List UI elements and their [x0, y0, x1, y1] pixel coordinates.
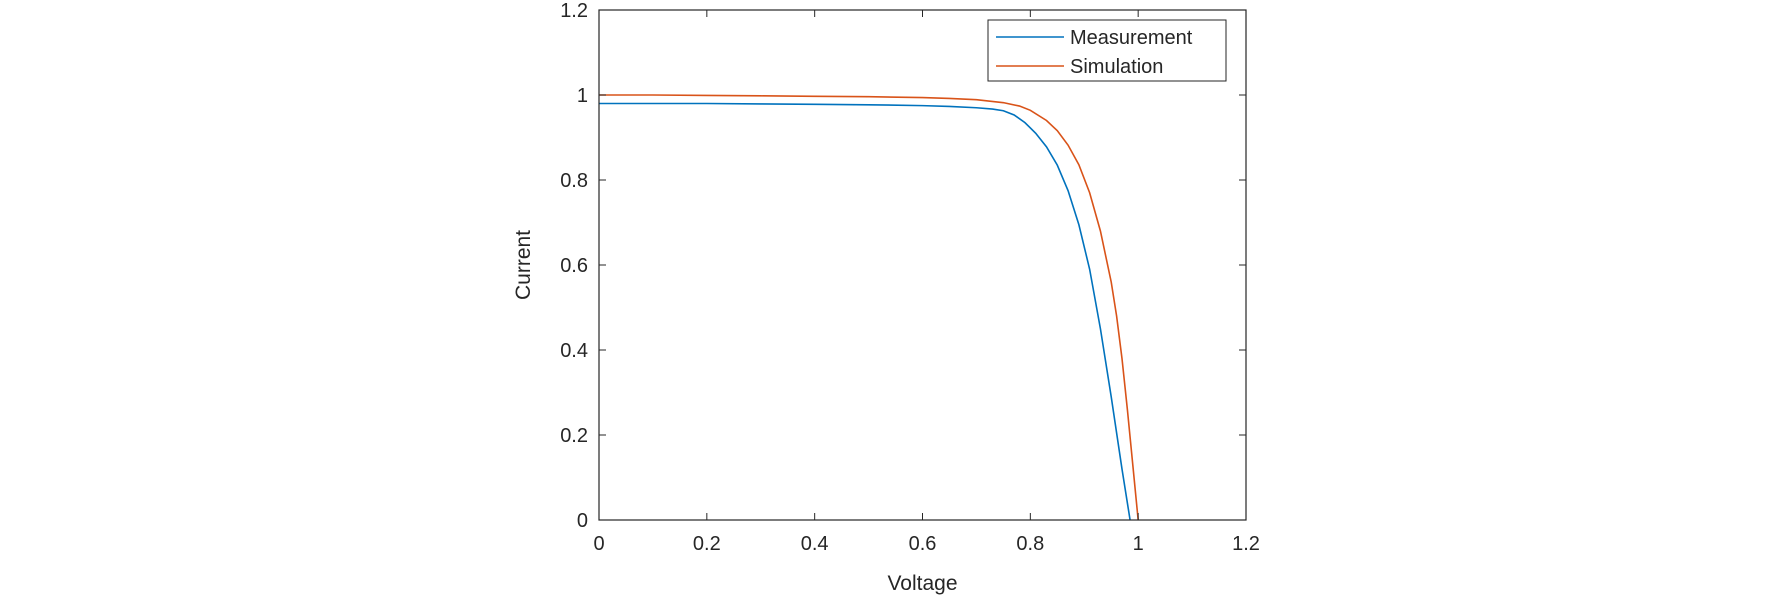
- x-tick-label: 0: [593, 533, 604, 555]
- series-line-simulation: [599, 94, 1139, 521]
- data-series-group: [599, 94, 1139, 521]
- legend-label-measurement: Measurement: [1070, 27, 1193, 49]
- plot-area: [599, 10, 1246, 520]
- x-tick-label: 0.6: [909, 533, 937, 555]
- y-tick-label: 0.8: [560, 170, 588, 192]
- y-tick-label: 0.2: [560, 425, 588, 447]
- legend-label-simulation: Simulation: [1070, 56, 1163, 78]
- x-tick-label: 0.2: [693, 533, 721, 555]
- legend-box: [987, 19, 1227, 82]
- y-tick-label: 0.6: [560, 255, 588, 277]
- y-tick-label: 1: [577, 85, 588, 107]
- x-tick-label: 1.2: [1232, 533, 1260, 555]
- legend[interactable]: Measurement Simulation: [987, 19, 1227, 82]
- y-tick-label: 0.4: [560, 340, 588, 362]
- x-tick-label: 0.4: [801, 533, 829, 555]
- x-tick-label: 1: [1133, 533, 1144, 555]
- y-tick-labels: 0 0.2 0.4 0.6 0.8 1 1.2: [560, 0, 588, 532]
- x-axis-label: Voltage: [887, 572, 957, 595]
- series-line-measurement: [599, 102, 1131, 521]
- x-tick-label: 0.8: [1016, 533, 1044, 555]
- y-tick-label: 0: [577, 510, 588, 532]
- y-axis-label: Current: [512, 230, 535, 300]
- plot-frame: [598, 9, 1247, 521]
- x-tick-labels: 0 0.2 0.4 0.6 0.8 1 1.2: [593, 533, 1259, 555]
- y-tick-label: 1.2: [560, 0, 588, 22]
